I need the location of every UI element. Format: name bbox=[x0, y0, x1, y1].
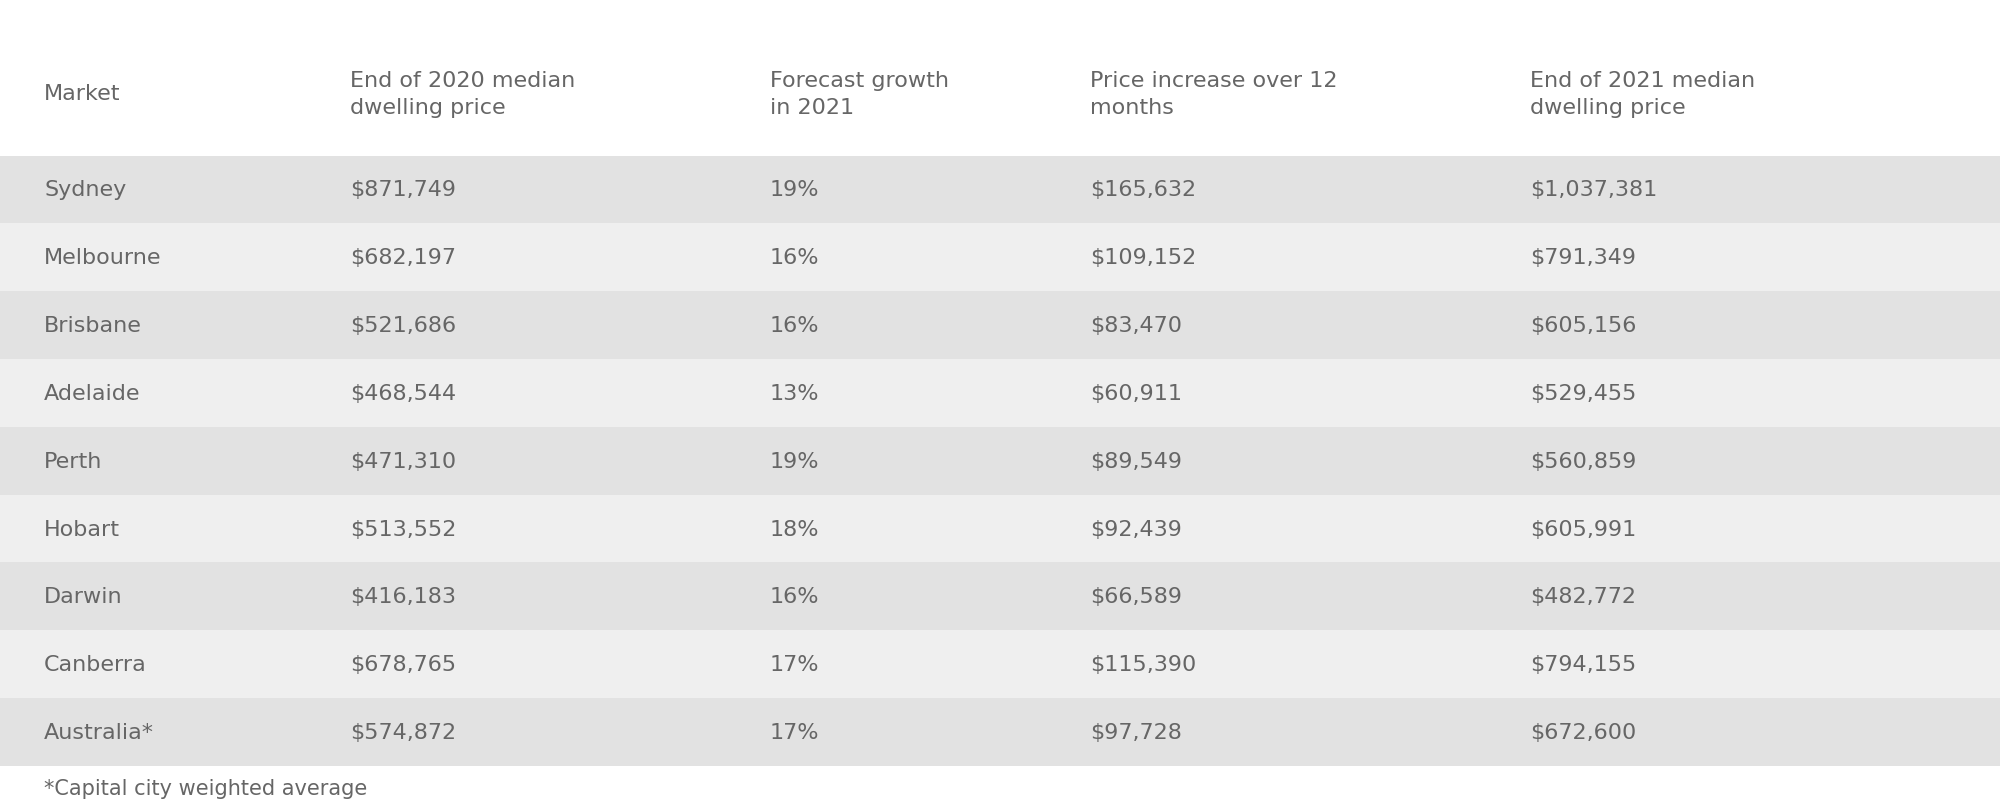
Text: Market: Market bbox=[44, 84, 120, 104]
Bar bbox=[0, 563, 2000, 630]
Bar bbox=[0, 292, 2000, 359]
Text: $97,728: $97,728 bbox=[1090, 722, 1182, 742]
Text: $60,911: $60,911 bbox=[1090, 383, 1182, 403]
Bar bbox=[0, 359, 2000, 427]
Text: 19%: 19% bbox=[770, 180, 820, 200]
Text: Darwin: Darwin bbox=[44, 586, 122, 606]
Text: Sydney: Sydney bbox=[44, 180, 126, 200]
Bar bbox=[0, 156, 2000, 224]
Bar bbox=[0, 495, 2000, 563]
Text: $471,310: $471,310 bbox=[350, 452, 456, 471]
Text: $1,037,381: $1,037,381 bbox=[1530, 180, 1658, 200]
Text: 17%: 17% bbox=[770, 654, 820, 674]
Text: $416,183: $416,183 bbox=[350, 586, 456, 606]
Text: Price increase over 12
months: Price increase over 12 months bbox=[1090, 71, 1338, 117]
Text: *Capital city weighted average: *Capital city weighted average bbox=[44, 778, 368, 798]
Text: Melbourne: Melbourne bbox=[44, 248, 162, 268]
Text: $468,544: $468,544 bbox=[350, 383, 456, 403]
Text: $574,872: $574,872 bbox=[350, 722, 456, 742]
Text: $794,155: $794,155 bbox=[1530, 654, 1636, 674]
Text: $605,991: $605,991 bbox=[1530, 519, 1636, 539]
Text: $871,749: $871,749 bbox=[350, 180, 456, 200]
Text: $678,765: $678,765 bbox=[350, 654, 456, 674]
Text: End of 2021 median
dwelling price: End of 2021 median dwelling price bbox=[1530, 71, 1756, 117]
Text: $513,552: $513,552 bbox=[350, 519, 456, 539]
Text: Perth: Perth bbox=[44, 452, 102, 471]
Text: $682,197: $682,197 bbox=[350, 248, 456, 268]
Text: 16%: 16% bbox=[770, 248, 820, 268]
Text: $89,549: $89,549 bbox=[1090, 452, 1182, 471]
Text: 16%: 16% bbox=[770, 316, 820, 336]
Text: Canberra: Canberra bbox=[44, 654, 146, 674]
Text: $521,686: $521,686 bbox=[350, 316, 456, 336]
Text: 18%: 18% bbox=[770, 519, 820, 539]
Text: $482,772: $482,772 bbox=[1530, 586, 1636, 606]
Bar bbox=[0, 224, 2000, 292]
Text: $115,390: $115,390 bbox=[1090, 654, 1196, 674]
Text: $109,152: $109,152 bbox=[1090, 248, 1196, 268]
Text: $83,470: $83,470 bbox=[1090, 316, 1182, 336]
Bar bbox=[0, 699, 2000, 766]
Text: $92,439: $92,439 bbox=[1090, 519, 1182, 539]
Text: 16%: 16% bbox=[770, 586, 820, 606]
Text: End of 2020 median
dwelling price: End of 2020 median dwelling price bbox=[350, 71, 576, 117]
Text: 19%: 19% bbox=[770, 452, 820, 471]
Text: Adelaide: Adelaide bbox=[44, 383, 140, 403]
Text: Australia*: Australia* bbox=[44, 722, 154, 742]
Text: $791,349: $791,349 bbox=[1530, 248, 1636, 268]
Bar bbox=[0, 32, 2000, 156]
Text: Hobart: Hobart bbox=[44, 519, 120, 539]
Text: 13%: 13% bbox=[770, 383, 820, 403]
Text: $672,600: $672,600 bbox=[1530, 722, 1636, 742]
Bar bbox=[0, 427, 2000, 495]
Text: Brisbane: Brisbane bbox=[44, 316, 142, 336]
Text: $605,156: $605,156 bbox=[1530, 316, 1636, 336]
Text: Forecast growth
in 2021: Forecast growth in 2021 bbox=[770, 71, 950, 117]
Text: $529,455: $529,455 bbox=[1530, 383, 1636, 403]
Text: $165,632: $165,632 bbox=[1090, 180, 1196, 200]
Bar bbox=[0, 630, 2000, 699]
Text: $66,589: $66,589 bbox=[1090, 586, 1182, 606]
Text: $560,859: $560,859 bbox=[1530, 452, 1636, 471]
Text: 17%: 17% bbox=[770, 722, 820, 742]
